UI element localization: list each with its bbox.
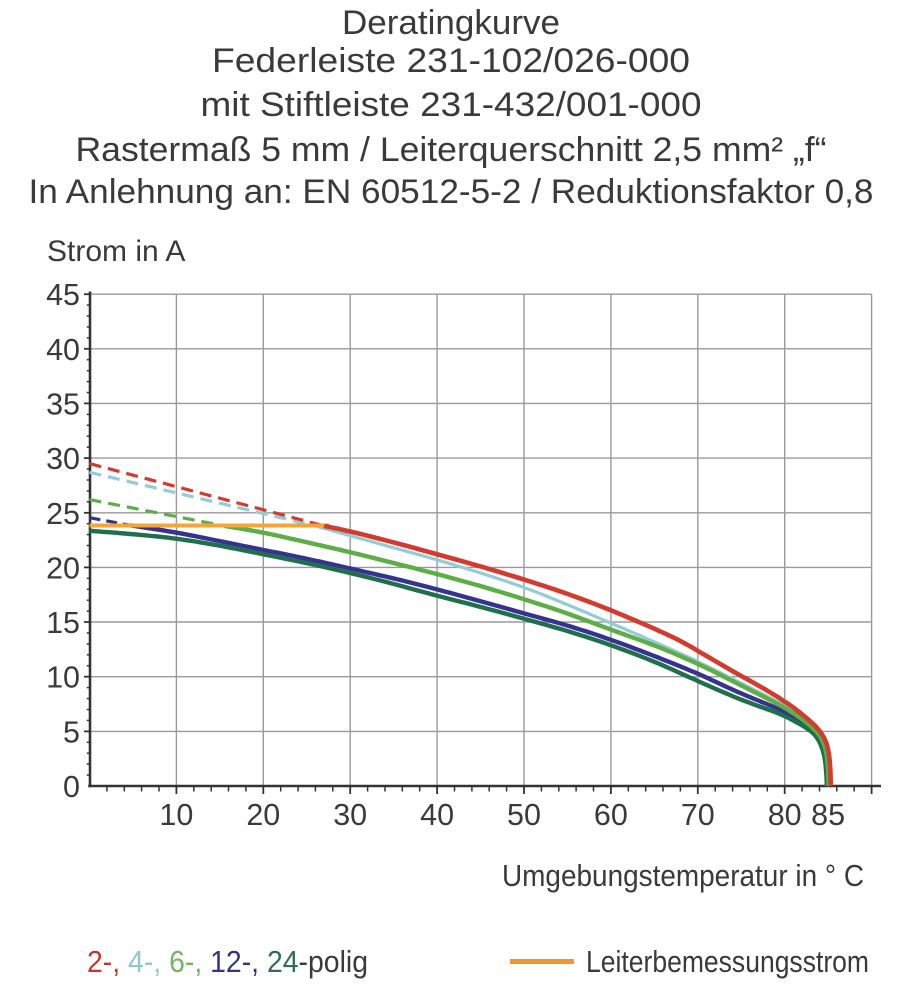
svg-text:10: 10	[46, 661, 80, 695]
svg-text:15: 15	[46, 606, 80, 640]
svg-text:Federleiste 231-102/026-000: Federleiste 231-102/026-000	[212, 42, 690, 80]
svg-text:35: 35	[46, 387, 80, 421]
svg-text:50: 50	[507, 798, 541, 832]
svg-text:30: 30	[46, 442, 80, 476]
svg-text:In Anlehnung an: EN 60512-5-2: In Anlehnung an: EN 60512-5-2 / Reduktio…	[29, 173, 874, 211]
svg-text:45: 45	[46, 278, 80, 312]
svg-text:30: 30	[333, 798, 367, 832]
svg-text:mit Stiftleiste 231-432/001-00: mit Stiftleiste 231-432/001-000	[201, 86, 702, 124]
svg-text:2-, 4-, 6-, 12-, 24-polig: 2-, 4-, 6-, 12-, 24-polig	[87, 945, 368, 979]
svg-text:Deratingkurve: Deratingkurve	[342, 4, 560, 42]
svg-text:20: 20	[246, 798, 280, 832]
svg-text:20: 20	[46, 551, 80, 585]
svg-text:Rastermaß 5 mm / Leiterquersch: Rastermaß 5 mm / Leiterquerschnitt 2,5 m…	[76, 131, 827, 169]
svg-text:80: 80	[768, 798, 802, 832]
svg-text:70: 70	[681, 798, 715, 832]
svg-text:85: 85	[811, 798, 845, 832]
svg-text:0: 0	[63, 770, 80, 804]
svg-text:Umgebungstemperatur in ° C: Umgebungstemperatur in ° C	[502, 859, 864, 893]
svg-text:40: 40	[46, 333, 80, 367]
svg-text:25: 25	[46, 497, 80, 531]
svg-text:10: 10	[159, 798, 193, 832]
svg-text:Leiterbemessungsstrom: Leiterbemessungsstrom	[586, 945, 869, 979]
svg-text:60: 60	[594, 798, 628, 832]
svg-text:5: 5	[63, 715, 80, 749]
svg-text:Strom in A: Strom in A	[47, 235, 185, 268]
svg-text:40: 40	[420, 798, 454, 832]
